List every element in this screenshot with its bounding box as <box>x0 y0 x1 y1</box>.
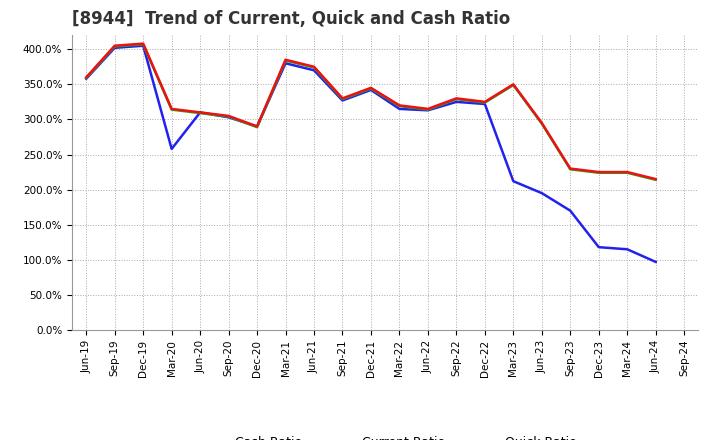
Current Ratio <box>395 103 404 108</box>
Quick Ratio <box>652 177 660 183</box>
Current Ratio <box>423 106 432 111</box>
Current Ratio <box>196 110 204 115</box>
Cash Ratio <box>282 61 290 66</box>
Quick Ratio <box>423 107 432 112</box>
Quick Ratio <box>366 86 375 91</box>
Line: Current Ratio: Current Ratio <box>86 44 656 179</box>
Cash Ratio <box>139 43 148 48</box>
Quick Ratio <box>595 170 603 176</box>
Cash Ratio <box>423 108 432 113</box>
Cash Ratio <box>537 191 546 196</box>
Current Ratio <box>452 96 461 101</box>
Quick Ratio <box>395 103 404 109</box>
Cash Ratio <box>566 208 575 213</box>
Cash Ratio <box>509 179 518 184</box>
Current Ratio <box>167 106 176 111</box>
Quick Ratio <box>139 42 148 47</box>
Current Ratio <box>139 41 148 46</box>
Quick Ratio <box>623 170 631 176</box>
Cash Ratio <box>338 98 347 103</box>
Quick Ratio <box>566 167 575 172</box>
Current Ratio <box>253 124 261 129</box>
Cash Ratio <box>395 106 404 111</box>
Line: Quick Ratio: Quick Ratio <box>86 44 656 180</box>
Current Ratio <box>110 43 119 48</box>
Current Ratio <box>537 120 546 125</box>
Current Ratio <box>566 166 575 171</box>
Cash Ratio <box>452 99 461 105</box>
Current Ratio <box>310 64 318 70</box>
Quick Ratio <box>338 96 347 102</box>
Quick Ratio <box>82 75 91 81</box>
Cash Ratio <box>366 87 375 92</box>
Quick Ratio <box>167 107 176 112</box>
Quick Ratio <box>282 58 290 63</box>
Text: [8944]  Trend of Current, Quick and Cash Ratio: [8944] Trend of Current, Quick and Cash … <box>72 10 510 28</box>
Cash Ratio <box>623 247 631 252</box>
Quick Ratio <box>196 110 204 116</box>
Cash Ratio <box>253 124 261 129</box>
Quick Ratio <box>310 65 318 70</box>
Cash Ratio <box>480 101 489 106</box>
Cash Ratio <box>652 259 660 264</box>
Cash Ratio <box>167 146 176 151</box>
Cash Ratio <box>110 45 119 51</box>
Cash Ratio <box>225 115 233 120</box>
Legend: Cash Ratio, Current Ratio, Quick Ratio: Cash Ratio, Current Ratio, Quick Ratio <box>189 431 582 440</box>
Current Ratio <box>509 82 518 87</box>
Current Ratio <box>623 169 631 175</box>
Quick Ratio <box>253 125 261 130</box>
Quick Ratio <box>225 114 233 119</box>
Quick Ratio <box>452 96 461 102</box>
Current Ratio <box>480 99 489 105</box>
Current Ratio <box>282 57 290 62</box>
Current Ratio <box>652 176 660 182</box>
Cash Ratio <box>196 110 204 115</box>
Quick Ratio <box>509 82 518 88</box>
Cash Ratio <box>82 76 91 81</box>
Quick Ratio <box>110 44 119 49</box>
Current Ratio <box>338 96 347 101</box>
Cash Ratio <box>310 68 318 73</box>
Current Ratio <box>82 75 91 80</box>
Cash Ratio <box>595 245 603 250</box>
Line: Cash Ratio: Cash Ratio <box>86 46 656 262</box>
Current Ratio <box>225 113 233 118</box>
Quick Ratio <box>537 121 546 126</box>
Current Ratio <box>366 85 375 91</box>
Quick Ratio <box>480 100 489 105</box>
Current Ratio <box>595 169 603 175</box>
